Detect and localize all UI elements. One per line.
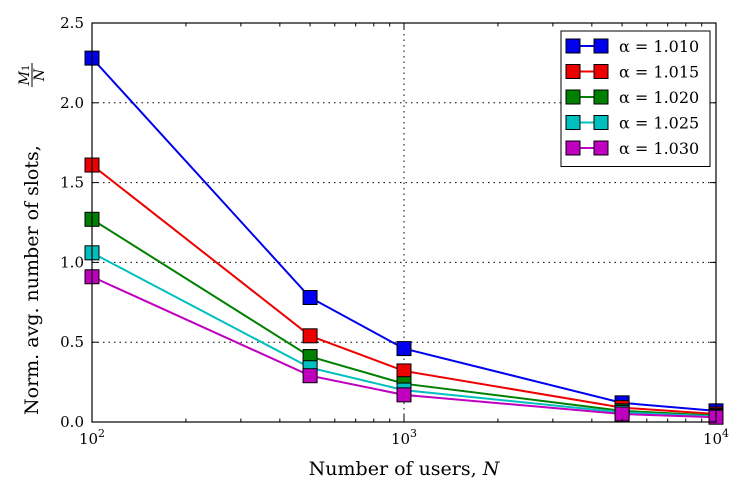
x-axis-label-text: Number of users,	[309, 458, 483, 480]
y-tick-label: 0.5	[60, 333, 84, 351]
legend-marker	[593, 64, 609, 79]
axis-ticks	[91, 22, 717, 423]
x-tick-label-base: 10	[79, 430, 98, 448]
legend-item: α = 1.015	[565, 63, 699, 82]
data-point	[302, 290, 318, 306]
data-point	[302, 328, 318, 344]
y-tick-label: 0.0	[60, 413, 84, 431]
legend-item: α = 1.010	[565, 37, 699, 56]
x-tick-label: 103	[391, 427, 417, 448]
data-point	[302, 368, 318, 384]
legend-frame	[560, 30, 711, 167]
y-axis-label: Norm. avg. number of slots, M1 N	[17, 63, 48, 415]
legend-item: α = 1.025	[565, 114, 699, 133]
x-axis-label-var: N	[482, 458, 501, 480]
legend-marker	[593, 140, 609, 156]
y-tick-label: 1.0	[60, 253, 84, 271]
legend-marker	[565, 115, 581, 130]
y-axis-label-numerator-var: M	[17, 70, 33, 86]
legend-marker	[565, 89, 581, 105]
x-tick-label-exponent: 3	[410, 427, 417, 440]
x-tick-label-base: 10	[391, 430, 410, 448]
x-axis-label: Number of users, N	[309, 458, 501, 480]
y-axis-label-text: Norm. avg. number of slots,	[21, 145, 43, 415]
series-markers	[84, 50, 724, 425]
y-tick-label: 2.0	[60, 94, 84, 112]
y-tick-label: 1.5	[60, 174, 84, 192]
legend-marker	[593, 38, 609, 54]
legend-marker	[593, 115, 609, 130]
data-point	[396, 363, 412, 379]
legend-label: α = 1.015	[619, 63, 699, 82]
legend-label: α = 1.025	[619, 114, 699, 133]
y-tick-label: 2.5	[60, 14, 84, 32]
x-tick-label: 102	[79, 427, 105, 448]
legend-marker	[593, 89, 609, 105]
legend-label: α = 1.030	[619, 139, 699, 158]
y-axis-label-denominator: N	[32, 68, 48, 82]
legend: α = 1.010 α = 1.015 α = 1.020 α = 1.025 α = …	[560, 30, 711, 167]
legend-marker	[565, 38, 581, 54]
legend-item: α = 1.020	[565, 88, 699, 107]
grid-lines	[92, 23, 716, 422]
data-point	[396, 387, 412, 403]
legend-item: α = 1.030	[565, 139, 699, 158]
x-tick-label: 104	[703, 427, 729, 448]
legend-label: α = 1.010	[619, 37, 699, 56]
legend-marker	[565, 140, 581, 156]
y-axis-label-numerator: M1	[17, 65, 33, 87]
data-point	[396, 341, 412, 357]
x-tick-label-exponent: 4	[722, 427, 729, 440]
y-axis-label-numerator-sub: 1	[21, 65, 32, 71]
x-tick-label-exponent: 2	[98, 427, 105, 440]
legend-marker	[565, 64, 581, 79]
legend-label: α = 1.020	[619, 88, 699, 107]
x-tick-label-base: 10	[703, 430, 722, 448]
